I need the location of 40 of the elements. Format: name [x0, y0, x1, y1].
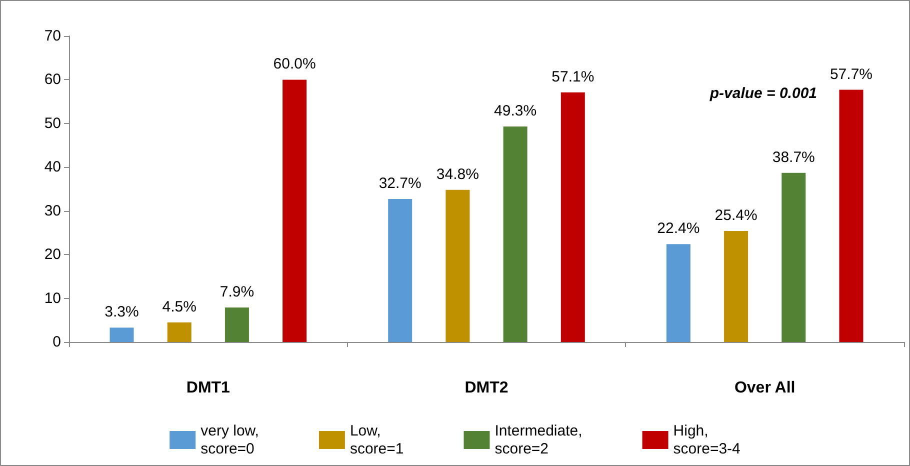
y-tick-label: 0: [52, 334, 61, 350]
x-tick-label: DMT1: [186, 380, 230, 396]
data-label: 32.7%: [378, 175, 422, 192]
data-label: 4.5%: [162, 298, 196, 316]
bar: [167, 322, 192, 342]
y-tick-label: 60: [44, 71, 61, 88]
bar: [503, 126, 528, 342]
y-tick-label: 70: [44, 28, 61, 44]
y-tick-label: 50: [44, 114, 61, 132]
data-label: 22.4%: [657, 220, 700, 238]
x-tick-label: Over All: [734, 380, 796, 396]
bar: [446, 190, 470, 342]
bar: [110, 328, 134, 342]
data-label: 34.8%: [436, 166, 479, 183]
bar: [388, 199, 412, 342]
data-label: 60.0%: [273, 56, 316, 73]
annotation: p-value = 0.001: [708, 85, 818, 102]
bar: [666, 244, 690, 342]
bar: [282, 80, 307, 342]
bar: [224, 307, 249, 342]
data-label: 3.3%: [104, 304, 139, 321]
legend-label: Low, score=1: [350, 422, 404, 458]
bar: [560, 92, 585, 342]
x-tick-label: DMT2: [464, 380, 508, 396]
legend-label: High, score=3-4: [673, 422, 740, 458]
y-tick-label: 30: [44, 202, 61, 220]
bar: [782, 172, 806, 342]
legend-label: very low, score=0: [200, 422, 259, 458]
data-label: 49.3%: [494, 102, 537, 120]
data-label: 57.7%: [830, 66, 873, 83]
y-tick-label: 40: [44, 158, 61, 176]
legend-label: Intermediate, score=2: [494, 422, 582, 458]
data-label: 57.1%: [552, 68, 594, 86]
y-tick-label: 10: [44, 290, 61, 307]
data-label: 38.7%: [772, 148, 815, 166]
data-label: 25.4%: [714, 206, 758, 224]
data-label: 7.9%: [220, 283, 254, 300]
bar: [724, 230, 748, 342]
y-tick-label: 20: [44, 246, 61, 264]
bar: [839, 90, 864, 342]
